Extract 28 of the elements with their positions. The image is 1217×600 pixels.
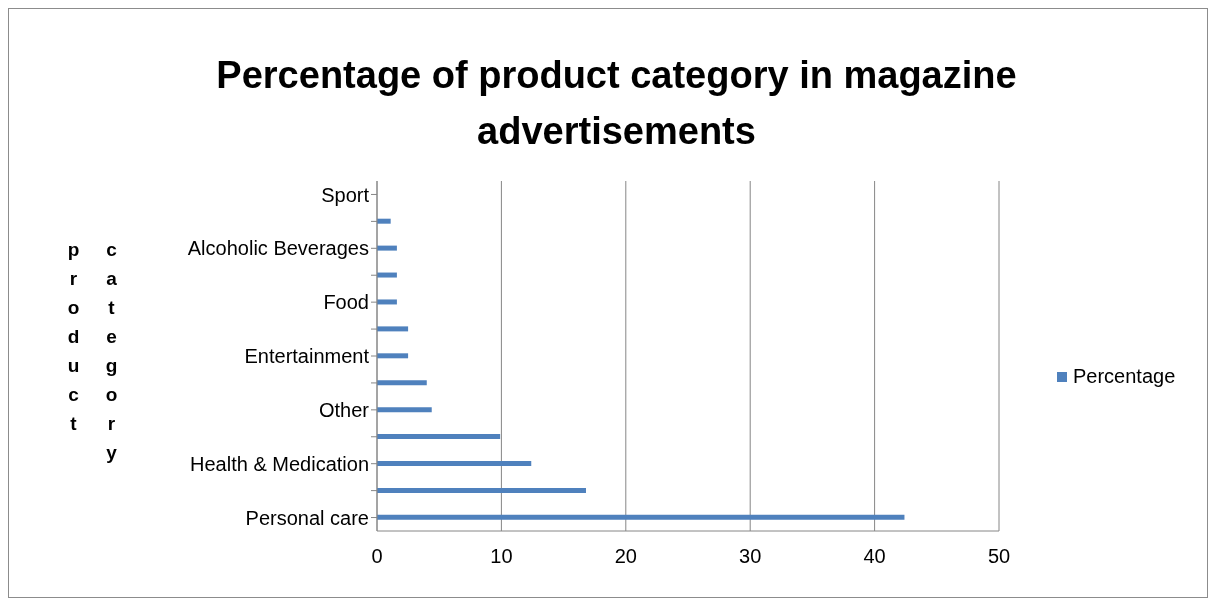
y-tick-label: Entertainment	[244, 345, 370, 368]
bar	[377, 272, 397, 278]
bar	[377, 245, 397, 251]
bar	[377, 461, 532, 466]
x-tick-label: 20	[614, 545, 637, 568]
x-tick-label: 10	[490, 545, 513, 568]
bar	[377, 487, 586, 493]
y-tick-label: Sport	[321, 183, 370, 206]
y-tick-label: Alcoholic Beverages	[187, 237, 369, 260]
bar	[377, 407, 432, 413]
bar	[377, 326, 409, 332]
bar	[377, 514, 905, 520]
bar	[377, 380, 427, 386]
y-tick-label: Personal care	[245, 506, 369, 529]
y-axis-title: product category	[62, 239, 123, 473]
y-tick-label: Food	[323, 291, 369, 314]
bar	[377, 218, 391, 224]
x-tick-label: 0	[371, 545, 383, 568]
bar	[377, 353, 409, 359]
y-tick-label: Other	[318, 398, 370, 421]
x-tick-label: 30	[739, 545, 762, 568]
chart-title: Percentage of product category in magazine advertisements	[215, 53, 1018, 154]
bar	[377, 434, 501, 440]
x-tick-label: 40	[863, 545, 886, 568]
legend-label: Percentage	[1073, 365, 1176, 388]
y-tick-label: Health & Medication	[190, 452, 369, 475]
x-tick-label: 50	[987, 545, 1011, 568]
bar	[377, 299, 397, 305]
